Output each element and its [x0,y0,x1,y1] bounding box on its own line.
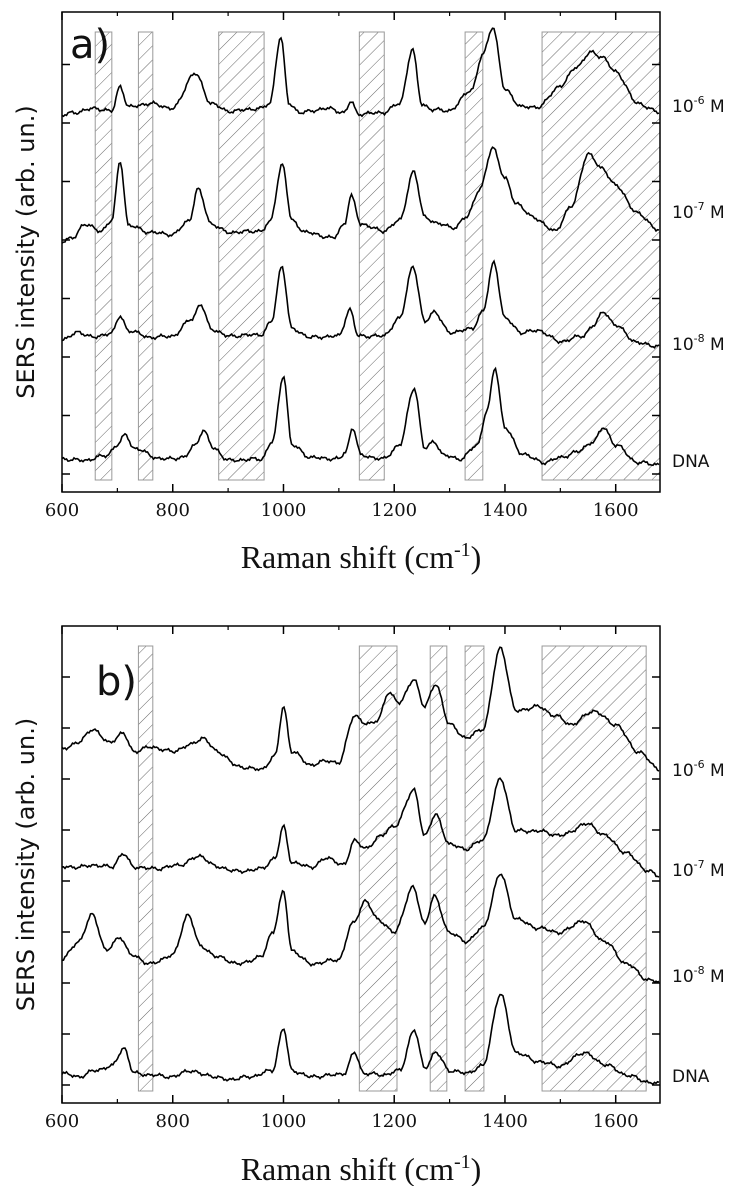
x-axis-title: Raman shift (cm-1) [241,539,482,575]
shaded-region [464,31,484,481]
panel-label: a) [70,22,110,68]
series-label: 10-6 M [672,758,725,781]
series-line [61,993,660,1086]
plot-frame [61,11,661,493]
panel-b: 600 800 1000 1200 1400 1600 b) Raman shift (c… [12,625,725,1186]
x-tick-label: 600 [45,500,79,521]
shaded-region [429,645,448,1092]
series-label: 10-7 M [672,858,725,881]
x-tick-label: 1200 [371,500,417,521]
series-label: 10-7 M [672,200,725,223]
panel-label: b) [96,659,137,705]
x-tick-label: 1000 [261,500,307,521]
x-tick-label: 1600 [593,1111,639,1132]
y-axis-title: SERS intensity (arb. un.) [12,105,40,398]
plot-frame [61,625,661,1104]
shaded-region [358,645,398,1092]
series-line [61,259,660,349]
series-line [61,27,660,118]
series-label: 10-6 M [672,94,725,117]
x-tick-label: 1600 [593,500,639,521]
x-tick-label: 1000 [261,1111,307,1132]
shaded-region [358,31,385,481]
shaded-region [218,31,265,481]
series-label: 10-8 M [672,332,725,355]
shaded-region [541,31,661,481]
series-line [61,646,660,772]
x-tick-label: 600 [45,1111,79,1132]
x-tick-label: 1400 [482,1111,528,1132]
x-tick-label: 1400 [482,500,528,521]
series-line [61,873,660,984]
shaded-region [137,31,154,481]
shaded-region [94,31,113,481]
x-tick-label: 800 [156,500,190,521]
series-label: 10-8 M [672,964,725,987]
series-label: DNA [672,452,710,472]
y-axis-title: SERS intensity (arb. un.) [12,718,40,1011]
x-tick-label: 800 [156,1111,190,1132]
x-tick-label: 1200 [371,1111,417,1132]
series-label: DNA [672,1067,710,1087]
panel-a: 600 800 1000 1200 1400 1600 a) Raman shift (c… [12,11,725,575]
series-line [61,366,660,467]
shaded-region [464,645,485,1092]
shaded-region [541,645,647,1092]
x-axis-title: Raman shift (cm-1) [241,1151,482,1186]
series-line [61,146,660,244]
series-line [61,777,660,878]
